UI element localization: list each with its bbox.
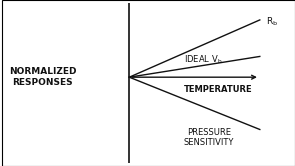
Text: IDEAL $\mathregular{V_b}$: IDEAL $\mathregular{V_b}$ bbox=[183, 53, 222, 66]
Text: NORMALIZED
RESPONSES: NORMALIZED RESPONSES bbox=[9, 68, 76, 87]
Text: $\mathregular{R_b}$: $\mathregular{R_b}$ bbox=[266, 15, 278, 28]
Text: TEMPERATURE: TEMPERATURE bbox=[183, 85, 252, 94]
Text: PRESSURE
SENSITIVITY: PRESSURE SENSITIVITY bbox=[183, 128, 234, 147]
